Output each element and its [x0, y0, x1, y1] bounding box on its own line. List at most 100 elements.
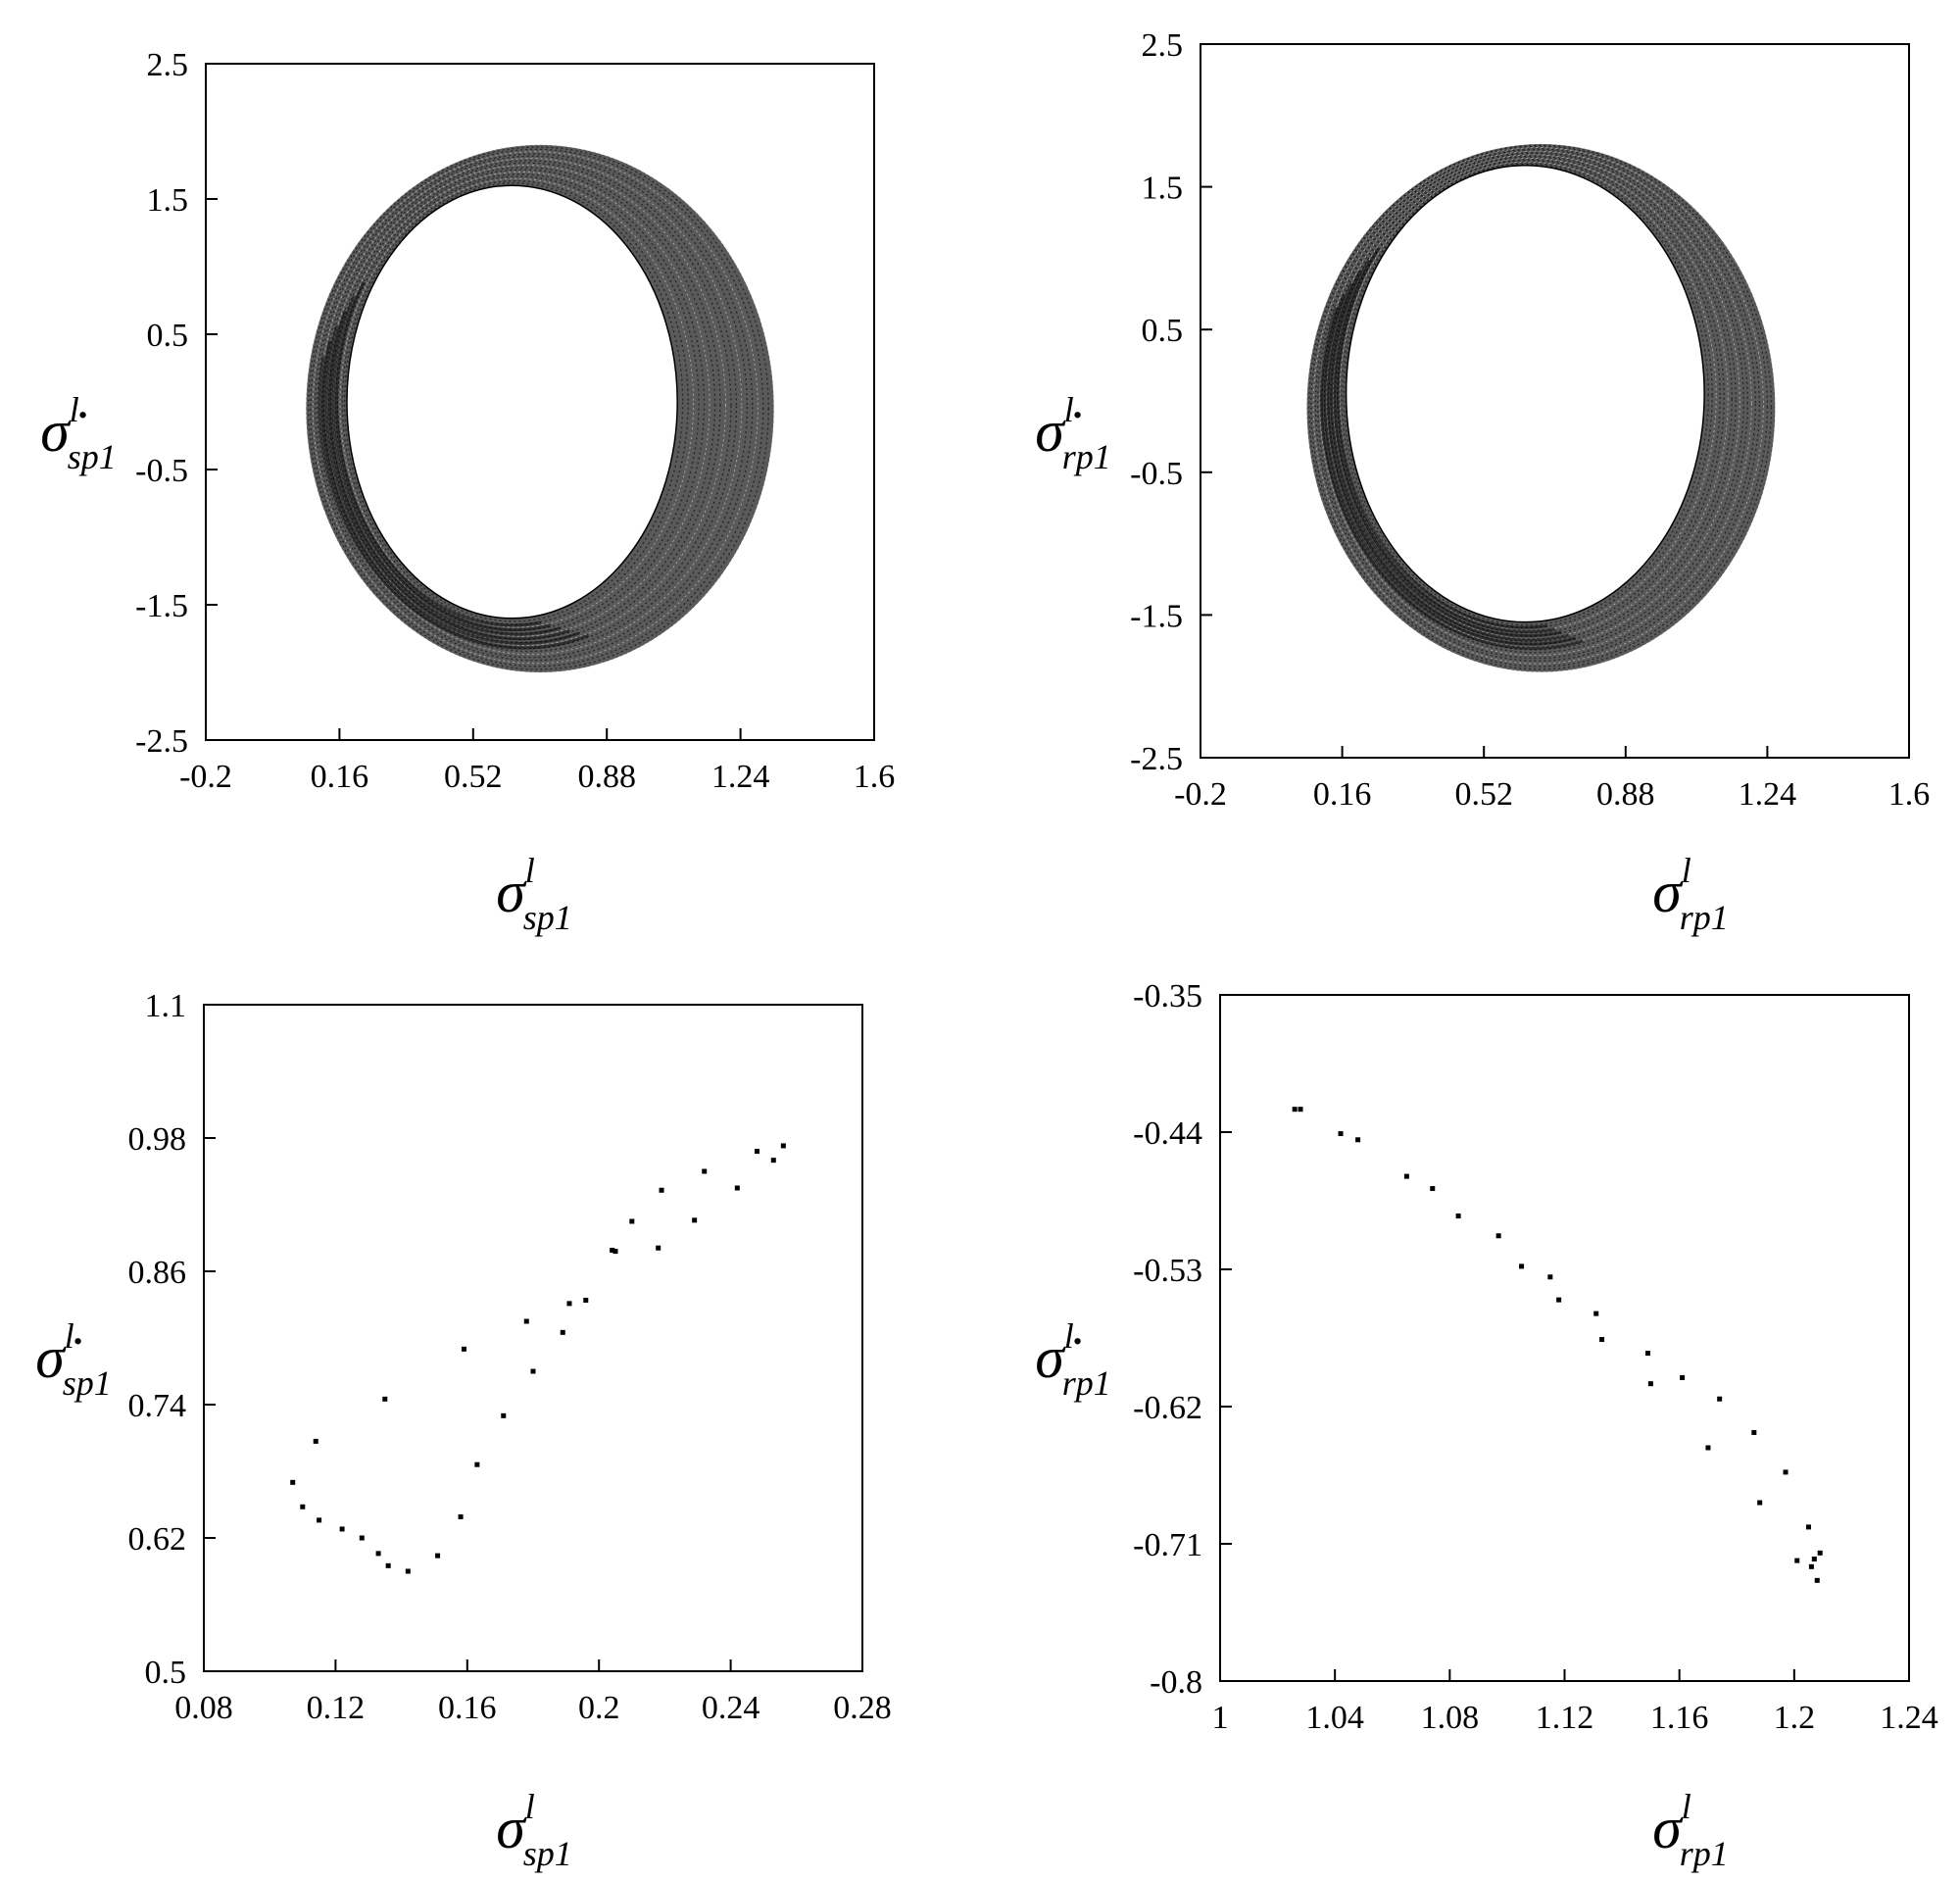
x-tick-label: 1.6	[854, 759, 896, 795]
data-point	[1808, 1563, 1814, 1569]
x-axis-label-superscript: l	[1682, 1787, 1691, 1826]
y-axis-label-superscript: l	[65, 1316, 74, 1356]
y-tick-label: 1.5	[147, 182, 189, 219]
x-tick-label: 0.16	[311, 759, 369, 795]
data-point	[659, 1187, 664, 1193]
y-tick-label: -0.8	[1150, 1664, 1202, 1701]
trajectory-orbit	[312, 151, 759, 665]
x-tick-label: 1.24	[1880, 1700, 1938, 1736]
plot-frame	[205, 63, 875, 741]
data-point	[1680, 1374, 1686, 1380]
data-point	[1292, 1107, 1298, 1113]
x-tick-label: 1.04	[1305, 1700, 1364, 1736]
data-point	[1355, 1137, 1361, 1143]
y-axis-label-subscript: sp1	[68, 437, 117, 476]
data-point	[1814, 1577, 1820, 1583]
y-tick-label: 0.74	[128, 1388, 187, 1424]
y-tick-label: 0.62	[128, 1521, 187, 1558]
data-point	[612, 1249, 618, 1255]
data-point	[1556, 1297, 1562, 1303]
trajectory-dense-arc	[334, 176, 690, 627]
y-axis-label-superscript: l	[70, 390, 79, 429]
poincare-map-sp1: 0.08 0.12 0.16 0.2 0.24 0.28 1.1 0.98 0.86 0.74 0.…	[35, 988, 892, 1873]
x-axis-label-subscript: sp1	[523, 898, 572, 937]
data-point	[1547, 1274, 1553, 1280]
data-point	[461, 1346, 466, 1352]
x-axis-label-symbol: σ	[496, 860, 527, 924]
data-point	[1644, 1351, 1650, 1357]
data-point	[1298, 1107, 1303, 1113]
y-axis-label: σ̇l sp1	[40, 390, 117, 476]
trajectory-orbit	[1319, 150, 1752, 657]
y-tick-label: -1.5	[1130, 598, 1183, 634]
data-point	[1817, 1550, 1823, 1556]
data-point	[1519, 1263, 1525, 1269]
y-axis-label-subscript: sp1	[63, 1363, 112, 1403]
trajectory-orbit	[305, 144, 775, 673]
y-tick-label: 0.98	[128, 1121, 187, 1158]
trajectory-orbit	[337, 175, 700, 631]
trajectory-orbit	[1339, 161, 1717, 631]
data-point	[1705, 1445, 1711, 1451]
data-point	[1338, 1131, 1344, 1137]
x-axis-label-superscript: l	[525, 851, 535, 890]
trajectory-orbit	[1321, 151, 1749, 654]
x-axis-label-subscript: sp1	[523, 1834, 572, 1873]
data-point	[1717, 1396, 1723, 1402]
data-point	[300, 1504, 306, 1510]
y-tick-label: 1.1	[145, 988, 187, 1024]
inner-hole	[346, 184, 678, 619]
y-axis-label-subscript: rp1	[1062, 437, 1111, 476]
data-point	[1794, 1558, 1800, 1563]
data-point	[692, 1217, 698, 1223]
data-point	[702, 1168, 708, 1174]
data-point	[566, 1301, 572, 1307]
x-tick-label: 0.88	[577, 759, 636, 795]
data-point	[770, 1158, 776, 1163]
data-point	[1430, 1186, 1436, 1192]
plot-frame	[203, 1004, 863, 1672]
trajectory-orbit	[310, 148, 764, 668]
y-tick-label: -1.5	[135, 588, 188, 624]
y-axis-label-subscript: rp1	[1062, 1363, 1111, 1403]
trajectory-dense-arc	[1333, 156, 1721, 633]
trajectory-orbit	[341, 179, 689, 625]
y-tick-label: -0.62	[1133, 1390, 1202, 1426]
x-tick-label: 0.88	[1596, 776, 1655, 813]
y-axis-label: σ̇l sp1	[35, 1316, 112, 1403]
x-tick-label: 0.08	[174, 1690, 233, 1726]
x-tick-label: 0.24	[702, 1690, 760, 1726]
x-axis-label-superscript: l	[1682, 851, 1691, 890]
x-axis-label-superscript: l	[525, 1787, 535, 1826]
x-tick-label: 1.08	[1421, 1700, 1480, 1736]
x-axis-label: σl rp1	[1652, 851, 1729, 937]
data-point	[656, 1245, 662, 1251]
x-axis-label-symbol: σ	[1652, 860, 1684, 924]
x-tick-label: 1.12	[1536, 1700, 1594, 1736]
x-tick-label: 0.2	[578, 1690, 620, 1726]
data-point	[1495, 1233, 1501, 1239]
y-tick-label: 0.5	[1142, 313, 1184, 349]
y-axis-label: σ̇l rp1	[1035, 390, 1111, 476]
data-point	[313, 1438, 318, 1444]
y-tick-label: -0.35	[1133, 978, 1202, 1015]
trajectory-dense-arc	[328, 170, 706, 636]
data-point	[1647, 1381, 1653, 1387]
trajectory-dense-arc	[1336, 158, 1715, 629]
y-axis-label: σ̇l rp1	[1035, 1316, 1111, 1403]
phase-plot-rp1: -0.2 0.16 0.52 0.88 1.24 1.6 2.5 1.5 0.5 -0.5 -1.5…	[1035, 27, 1930, 937]
data-point	[560, 1329, 565, 1335]
data-point	[1455, 1213, 1461, 1219]
trajectory-orbit	[1314, 148, 1761, 663]
x-tick-label: 1.24	[711, 759, 770, 795]
y-tick-label: -0.53	[1133, 1253, 1202, 1289]
y-tick-label: 1.5	[1142, 171, 1184, 207]
data-point	[754, 1149, 760, 1155]
trajectory-dense-arc	[1323, 151, 1739, 646]
y-tick-label: -2.5	[1130, 741, 1183, 777]
data-point	[629, 1218, 635, 1224]
x-axis-label: σl sp1	[496, 851, 572, 937]
data-point	[1757, 1500, 1763, 1506]
data-point	[780, 1143, 786, 1149]
